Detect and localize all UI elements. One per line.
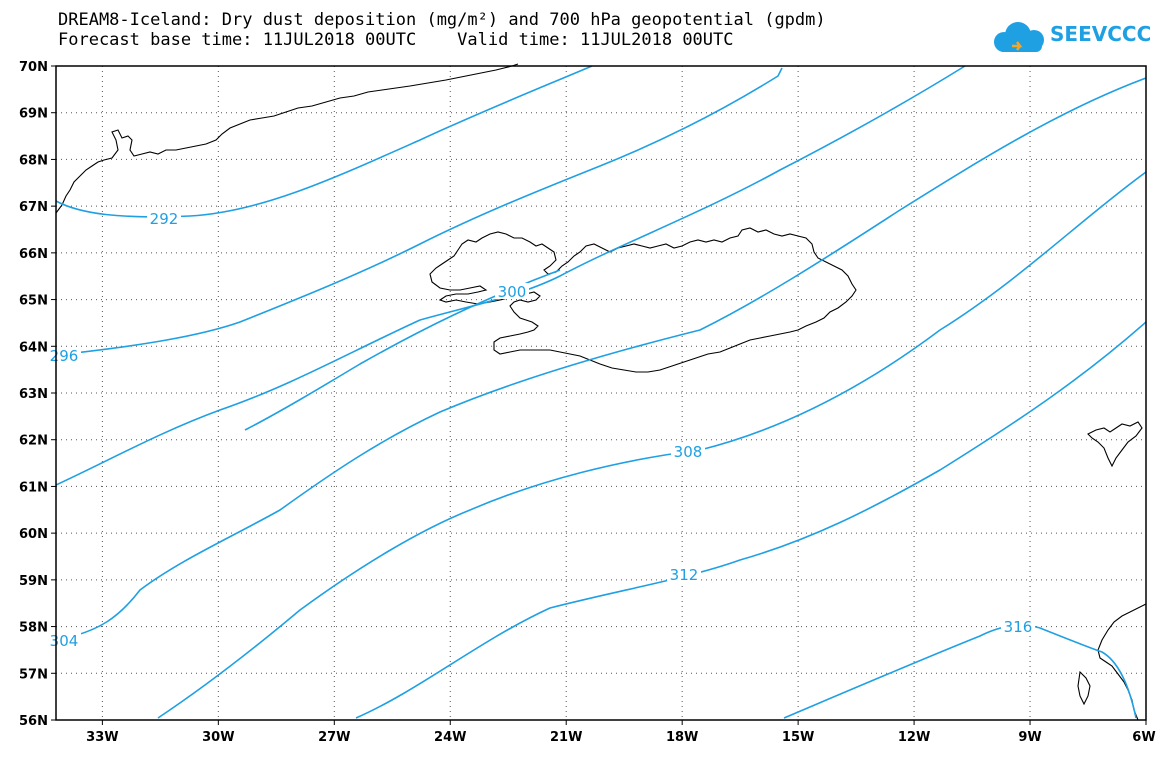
axis-labels: 33W 30W 27W 24W 21W 18W 15W 12W 9W 6W 70N 69N 68N 67N… bbox=[19, 60, 1156, 745]
contour-292 bbox=[55, 65, 593, 218]
scotland-coastline bbox=[1097, 603, 1147, 721]
lat-tick-label: 68N bbox=[19, 153, 48, 168]
contour-308 bbox=[157, 171, 1147, 719]
lon-tick-label: 33W bbox=[86, 730, 118, 745]
logo-cloud-icon bbox=[994, 22, 1044, 52]
lat-tick-label: 67N bbox=[19, 200, 48, 215]
lat-tick-label: 56N bbox=[19, 714, 48, 729]
graticule bbox=[56, 66, 1146, 720]
contour-label-background bbox=[667, 566, 701, 582]
lon-tick-label: 27W bbox=[318, 730, 350, 745]
contour-label-312: 312 bbox=[670, 566, 699, 584]
lon-tick-label: 18W bbox=[666, 730, 698, 745]
contour-304 bbox=[55, 77, 1147, 641]
hebrides-coastline bbox=[1077, 670, 1091, 706]
contour-label-316: 316 bbox=[1004, 618, 1033, 636]
lon-tick-label: 6W bbox=[1132, 730, 1155, 745]
contour-300 bbox=[55, 65, 966, 486]
lat-tick-label: 57N bbox=[19, 667, 48, 682]
logo-text: SEEVCCC bbox=[1050, 22, 1152, 46]
lat-tick-label: 70N bbox=[19, 60, 48, 75]
contour-label-group: 292 296 300 304 308 312 316 bbox=[47, 210, 1035, 650]
lat-tick-label: 62N bbox=[19, 434, 48, 449]
lon-tick-label: 9W bbox=[1018, 730, 1041, 745]
contour-label-300: 300 bbox=[498, 283, 527, 301]
contour-label-background bbox=[671, 443, 705, 459]
contour-296 bbox=[55, 67, 783, 356]
contour-label-background bbox=[495, 283, 529, 299]
lon-tick-label: 21W bbox=[550, 730, 582, 745]
coastlines bbox=[55, 63, 1147, 721]
lat-tick-label: 66N bbox=[19, 247, 48, 262]
lat-tick-label: 61N bbox=[19, 480, 48, 495]
map-title: DREAM8-Iceland: Dry dust deposition (mg/… bbox=[58, 10, 826, 30]
geopotential-contours bbox=[55, 65, 1147, 719]
lat-tick-label: 59N bbox=[19, 574, 48, 589]
lon-tick-label: 24W bbox=[434, 730, 466, 745]
contour-label-background bbox=[147, 210, 181, 226]
contour-316 bbox=[783, 624, 1137, 719]
contour-label-304: 304 bbox=[50, 632, 79, 650]
map-subtitle: Forecast base time: 11JUL2018 00UTC Vali… bbox=[58, 30, 734, 50]
lat-tick-label: 60N bbox=[19, 527, 48, 542]
lat-tick-label: 64N bbox=[19, 340, 48, 355]
greenland-coastline bbox=[55, 63, 519, 214]
contour-label-background bbox=[1001, 618, 1035, 634]
contour-label-308: 308 bbox=[674, 443, 703, 461]
lat-tick-label: 63N bbox=[19, 387, 48, 402]
lat-tick-label: 65N bbox=[19, 294, 48, 309]
lon-tick-label: 15W bbox=[782, 730, 814, 745]
lon-tick-label: 12W bbox=[898, 730, 930, 745]
contour-312 bbox=[355, 321, 1147, 719]
lat-tick-label: 69N bbox=[19, 107, 48, 122]
faroe-islands-coastline bbox=[1087, 421, 1143, 468]
contour-label-292: 292 bbox=[150, 210, 179, 228]
lat-tick-label: 58N bbox=[19, 621, 48, 636]
lon-tick-label: 30W bbox=[202, 730, 234, 745]
contour-label-296: 296 bbox=[50, 347, 79, 365]
